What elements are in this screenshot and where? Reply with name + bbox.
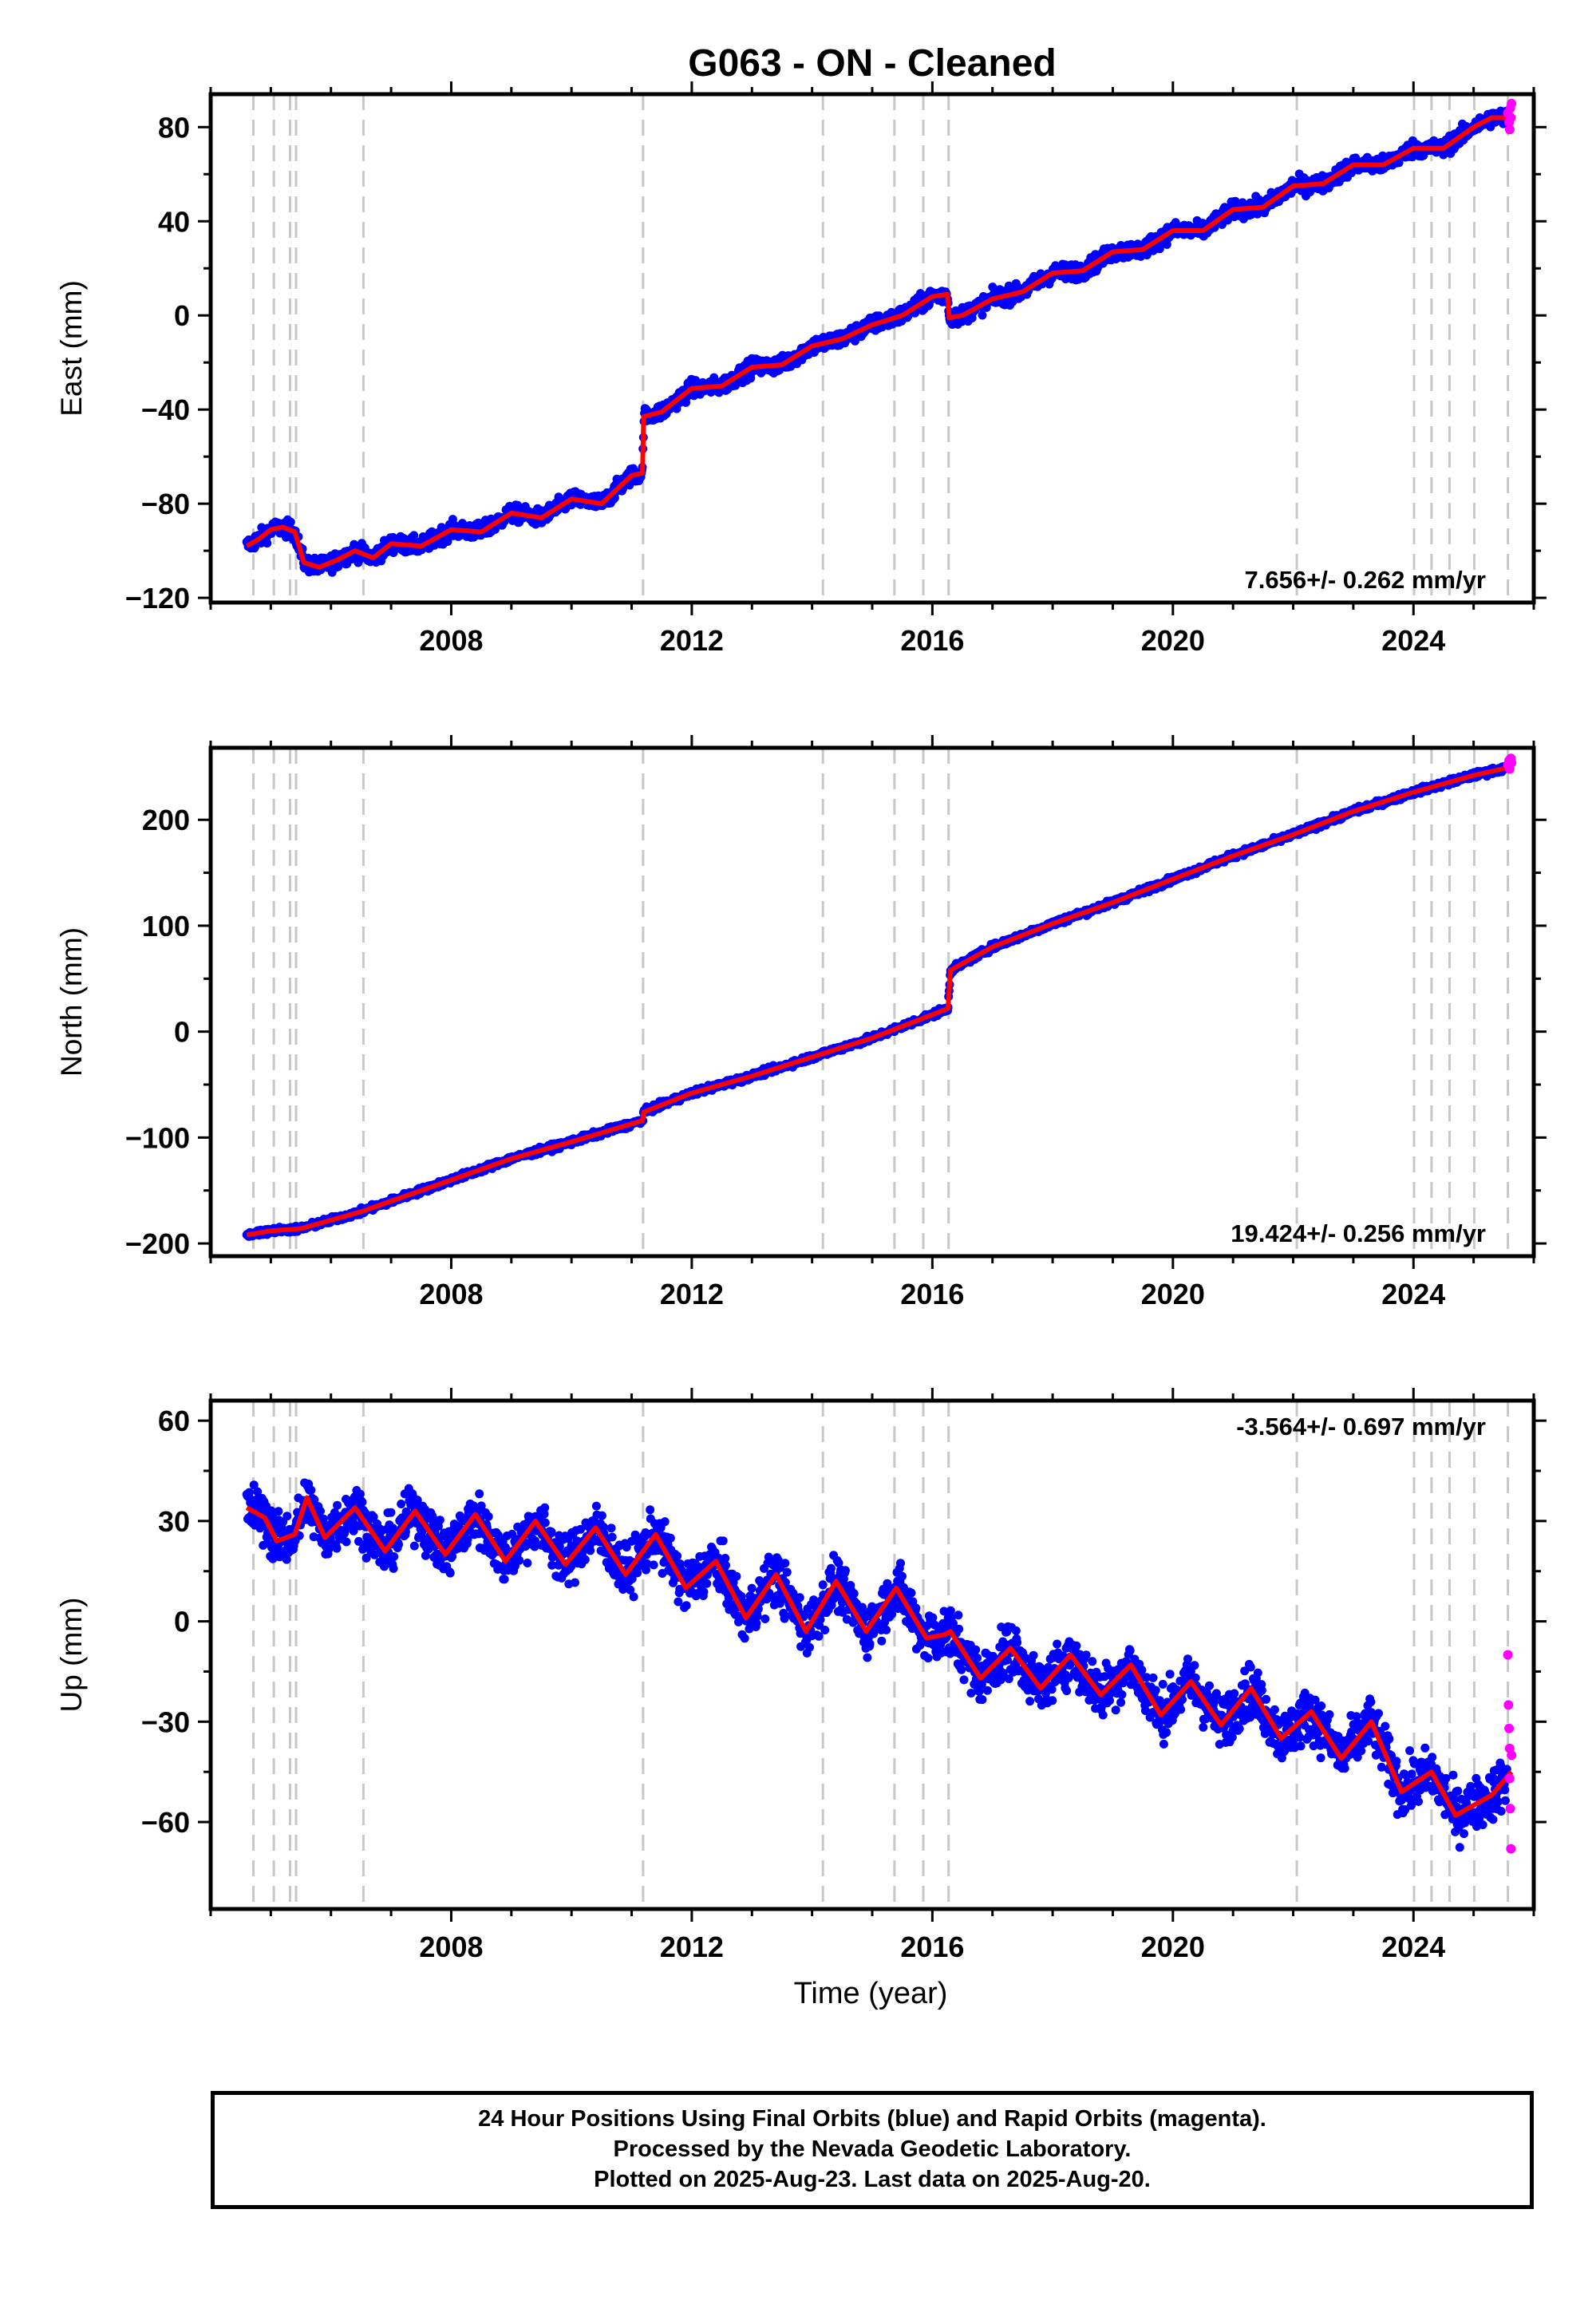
east-x-tick-label: 2016 xyxy=(900,624,964,657)
east-y-tick-label: −120 xyxy=(125,582,190,615)
east-y-tick-label: 80 xyxy=(158,111,190,144)
north-final-orbit-points xyxy=(242,761,1511,1241)
east-rapid-point xyxy=(1506,113,1516,123)
east-final-point xyxy=(1155,244,1164,254)
east-final-point xyxy=(443,537,452,546)
east-final-point xyxy=(1004,281,1013,290)
east-y-axis-label: East (mm) xyxy=(55,280,88,417)
east-final-point xyxy=(1142,251,1152,259)
east-y-tick-label: 0 xyxy=(174,299,190,332)
east-model-line xyxy=(245,115,1512,570)
east-x-tick-label: 2020 xyxy=(1141,624,1205,657)
east-x-tick-label: 2024 xyxy=(1381,624,1445,657)
north-panel: 2008 2012 2016 2020 2024−200−1000100200North… xyxy=(55,735,1547,1310)
east-x-tick-label: 2012 xyxy=(660,624,724,657)
east-y-tick-label: 40 xyxy=(158,205,190,238)
east-rate-label: 7.656+/- 0.262 mm/yr xyxy=(1245,566,1486,594)
east-final-point xyxy=(409,531,419,540)
east-final-point xyxy=(263,539,272,548)
east-y-tick-label: −80 xyxy=(141,488,190,520)
east-final-point xyxy=(286,517,295,527)
east-panel: 2008 2012 2016 2020 2024 −120 −80 −40 0 40 80 East … xyxy=(55,81,1547,657)
east-final-point xyxy=(988,283,998,292)
east-final-orbit-points xyxy=(242,106,1511,577)
east-final-point xyxy=(1162,239,1171,249)
east-y-tick-label: −40 xyxy=(141,393,190,426)
east-final-point xyxy=(978,310,987,320)
east-rapid-point xyxy=(1507,98,1517,109)
east-rapid-point xyxy=(1504,124,1515,135)
east-x-tick-label: 2008 xyxy=(419,624,483,657)
figure-title: G063 - ON - Cleaned xyxy=(688,42,1056,85)
east-final-point xyxy=(1394,158,1404,168)
